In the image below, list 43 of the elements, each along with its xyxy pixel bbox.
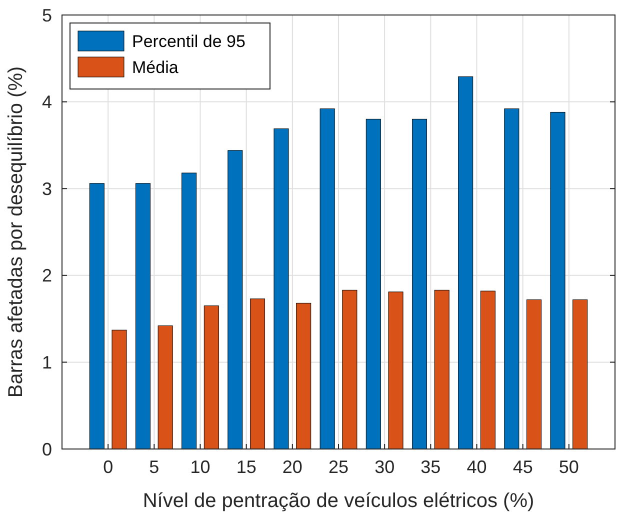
bar [89,183,104,450]
bar [572,299,588,450]
x-axis-title: Nível de pentração de veículos elétricos (%) [142,490,534,512]
legend-label: Média [132,58,179,77]
bar [112,330,127,450]
x-tick-label: 30 [374,457,395,477]
x-tick-label: 0 [103,457,114,477]
y-tick-label: 4 [42,92,52,112]
bar [228,150,243,450]
bar [412,118,428,450]
x-tick-label: 20 [282,457,302,477]
x-tick-label: 40 [466,457,487,477]
bar [550,112,566,450]
y-tick-label: 3 [42,178,52,199]
x-tick-label: 10 [190,457,210,477]
bar [366,118,381,450]
x-tick-label: 35 [420,457,441,477]
bar [296,302,312,450]
y-axis-title: Barras afetadas por desequilíbrio (%) [5,66,27,398]
x-tick-label: 45 [512,457,533,477]
bar [504,108,520,450]
y-tick-label: 1 [42,352,52,372]
x-tick-label: 15 [236,457,256,477]
bar [274,128,289,450]
bar [182,172,197,450]
bar [458,76,474,450]
y-tick-label: 5 [42,5,52,26]
bar [204,306,219,450]
bar [434,290,450,450]
x-tick-label: 5 [149,457,160,477]
bar [135,183,151,450]
bar [250,298,266,450]
bar [388,292,404,450]
x-tick-label: 50 [558,457,579,477]
bar [526,299,542,450]
bar [320,108,335,450]
legend-label: Percentil de 95 [132,32,246,51]
bar [480,290,496,450]
bar [158,325,173,450]
x-tick-label: 25 [328,457,349,477]
y-tick-label: 2 [42,266,52,286]
y-tick-label: 0 [42,439,52,460]
bar [342,290,358,450]
